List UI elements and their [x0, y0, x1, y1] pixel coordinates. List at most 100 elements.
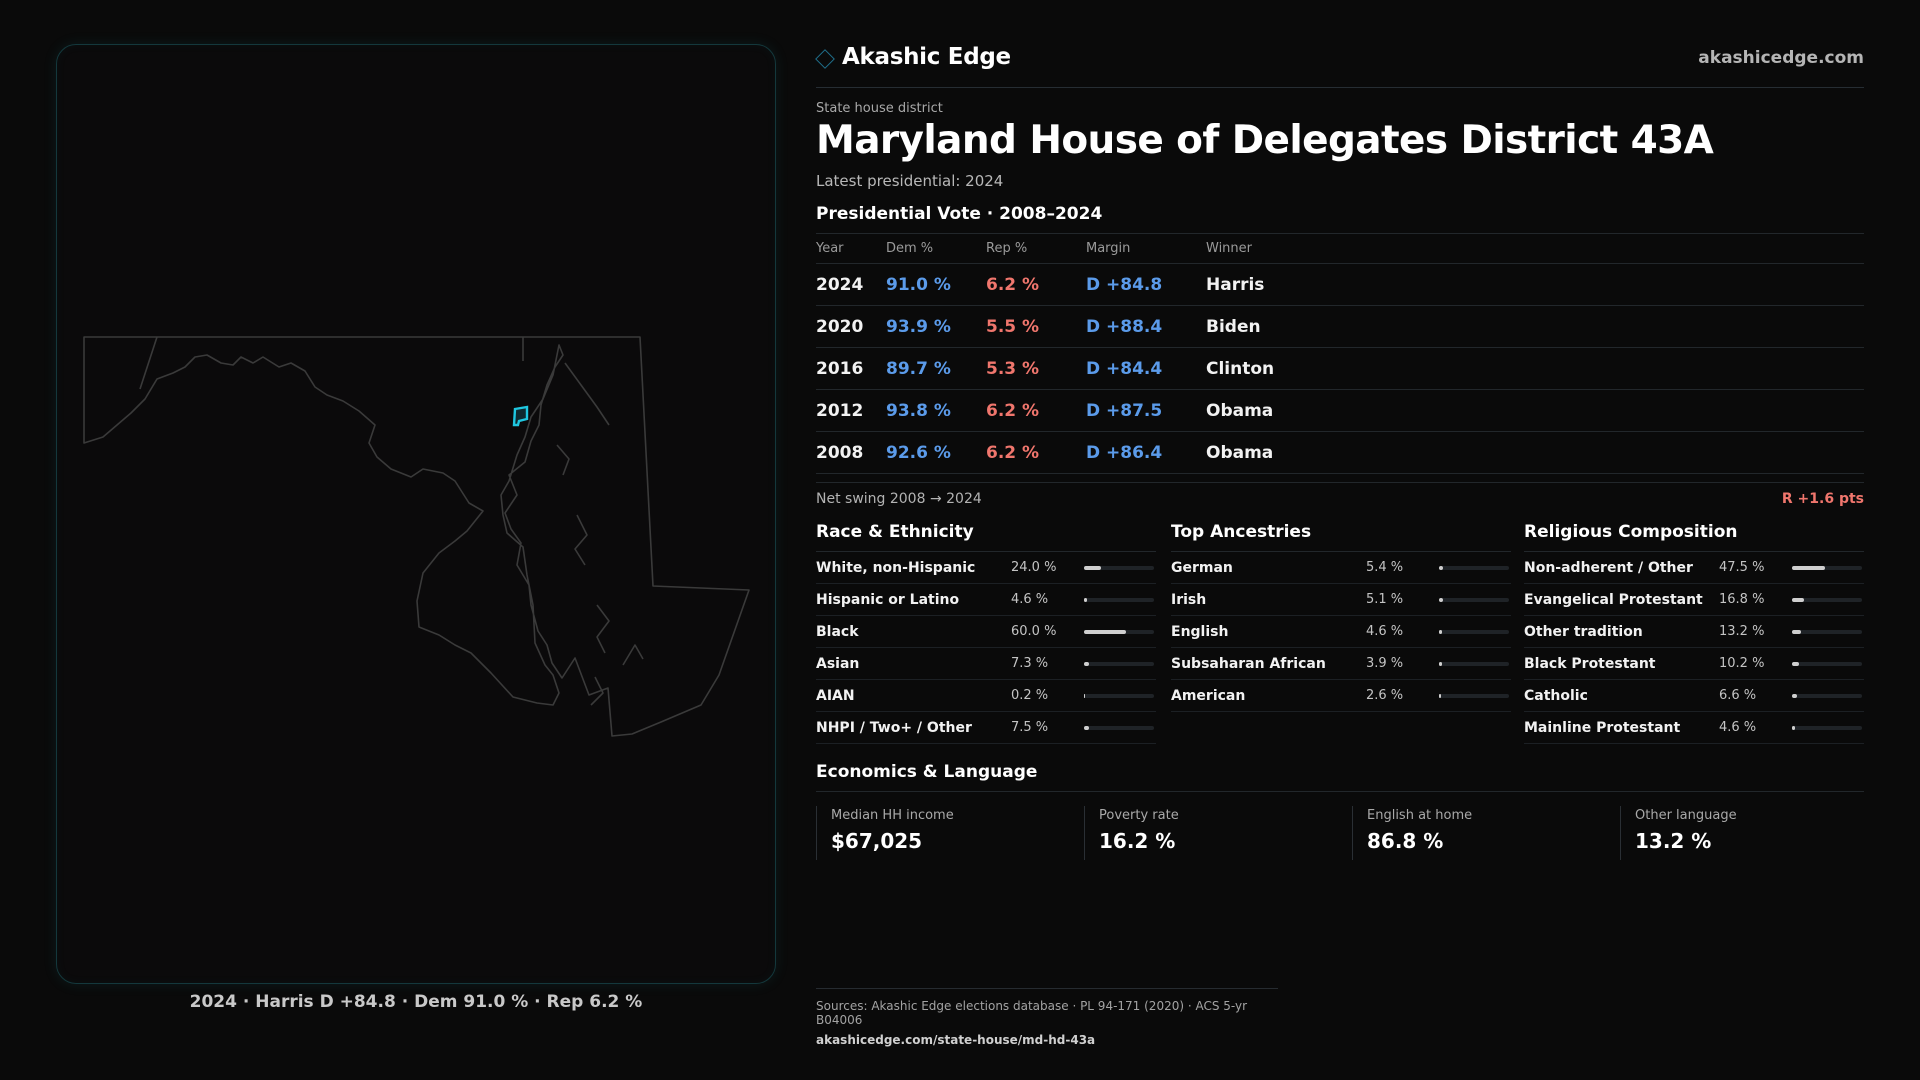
cell-margin: D +88.4 [1086, 317, 1163, 337]
item-pct: 10.2 % [1719, 656, 1765, 671]
item-pct: 16.8 % [1719, 592, 1765, 607]
brand-url-link[interactable]: akashicedge.com [1698, 48, 1864, 68]
item-pct: 4.6 % [1011, 592, 1049, 607]
page-url-link[interactable]: akashicedge.com/state-house/md-hd-43a [816, 1033, 1096, 1047]
stat-label: Poverty rate [1099, 808, 1179, 823]
list-item: NHPI / Two+ / Other 7.5 % [816, 712, 1156, 744]
item-pct: 47.5 % [1719, 560, 1765, 575]
list-item: Hispanic or Latino 4.6 % [816, 584, 1156, 616]
item-bar-track [1439, 662, 1509, 666]
item-bar-track [1792, 726, 1862, 730]
item-bar-track [1792, 662, 1862, 666]
item-bar-track [1439, 694, 1509, 698]
item-bar-track [1084, 726, 1154, 730]
vote-table: Year Dem % Rep % Margin Winner 2024 91.0… [816, 233, 1864, 474]
item-bar-fill [1792, 598, 1804, 602]
econ-stat-income: Median HH income $67,025 [816, 806, 1084, 860]
item-bar-track [1792, 598, 1862, 602]
item-bar-track [1084, 630, 1154, 634]
religion-heading: Religious Composition [1524, 522, 1864, 552]
list-item: Subsaharan African 3.9 % [1171, 648, 1511, 680]
district-type-label: State house district [816, 101, 943, 116]
state-outline [83, 336, 750, 737]
item-bar-fill [1792, 630, 1802, 634]
race-ethnicity-section: Race & Ethnicity White, non-Hispanic 24.… [816, 522, 1156, 744]
cell-margin: D +87.5 [1086, 401, 1163, 421]
item-label: Mainline Protestant [1524, 720, 1681, 736]
table-row: 2008 92.6 % 6.2 % D +86.4 Obama [816, 432, 1864, 474]
stat-value: $67,025 [831, 829, 923, 853]
item-bar-fill [1439, 630, 1443, 634]
item-label: Hispanic or Latino [816, 592, 960, 608]
map-caption: 2024 · Harris D +84.8 · Dem 91.0 % · Rep… [189, 992, 643, 1012]
list-item: Black Protestant 10.2 % [1524, 648, 1864, 680]
item-bar-track [1792, 566, 1862, 570]
econ-stat-english: English at home 86.8 % [1352, 806, 1620, 860]
sources-text: Sources: Akashic Edge elections database… [816, 999, 1248, 1027]
item-bar-track [1084, 662, 1154, 666]
cell-rep: 6.2 % [986, 401, 1040, 421]
cell-margin: D +84.8 [1086, 275, 1163, 295]
net-swing-row: Net swing 2008 → 2024 R +1.6 pts [816, 482, 1864, 507]
item-bar-fill [1439, 598, 1443, 602]
item-label: Black Protestant [1524, 656, 1656, 672]
table-row: 2024 91.0 % 6.2 % D +84.8 Harris [816, 264, 1864, 306]
item-bar-track [1439, 598, 1509, 602]
item-label: English [1171, 624, 1229, 640]
item-label: White, non-Hispanic [816, 560, 976, 576]
diamond-logo-icon [815, 49, 835, 69]
list-item: Evangelical Protestant 16.8 % [1524, 584, 1864, 616]
cell-rep: 6.2 % [986, 443, 1040, 463]
item-pct: 7.3 % [1011, 656, 1049, 671]
item-label: Irish [1171, 592, 1207, 608]
stat-label: Other language [1635, 808, 1737, 823]
cell-margin: D +86.4 [1086, 443, 1163, 463]
religion-section: Religious Composition Non-adherent / Oth… [1524, 522, 1864, 744]
list-item: AIAN 0.2 % [816, 680, 1156, 712]
cell-winner: Obama [1206, 401, 1274, 421]
item-pct: 6.6 % [1719, 688, 1757, 703]
cell-rep: 5.5 % [986, 317, 1040, 337]
map-panel[interactable] [56, 44, 776, 984]
col-header-rep: Rep % [986, 241, 1028, 256]
col-header-margin: Margin [1086, 241, 1131, 256]
cell-dem: 91.0 % [886, 275, 951, 295]
item-bar-track [1792, 630, 1862, 634]
vote-section-heading: Presidential Vote · 2008–2024 [816, 204, 1103, 224]
item-label: Catholic [1524, 688, 1588, 704]
list-item: German 5.4 % [1171, 552, 1511, 584]
item-label: Subsaharan African [1171, 656, 1326, 672]
cell-margin: D +84.4 [1086, 359, 1163, 379]
ancestries-section: Top Ancestries German 5.4 % Irish 5.1 % … [1171, 522, 1511, 712]
item-label: NHPI / Two+ / Other [816, 720, 972, 736]
latest-presidential-label: Latest presidential: 2024 [816, 172, 1004, 190]
table-row: 2012 93.8 % 6.2 % D +87.5 Obama [816, 390, 1864, 432]
item-bar-fill [1792, 726, 1796, 730]
item-bar-track [1084, 694, 1154, 698]
economics-heading: Economics & Language [816, 762, 1864, 792]
cell-year: 2008 [816, 443, 864, 463]
item-bar-track [1439, 630, 1509, 634]
district-highlight[interactable] [512, 405, 529, 427]
list-item: Black 60.0 % [816, 616, 1156, 648]
item-pct: 3.9 % [1366, 656, 1404, 671]
brand-name[interactable]: Akashic Edge [842, 44, 1011, 70]
stat-value: 86.8 % [1367, 829, 1444, 853]
item-bar-fill [1084, 630, 1126, 634]
col-header-year: Year [816, 241, 844, 256]
table-row: 2020 93.9 % 5.5 % D +88.4 Biden [816, 306, 1864, 348]
stat-value: 16.2 % [1099, 829, 1176, 853]
item-bar-fill [1792, 566, 1826, 570]
item-pct: 24.0 % [1011, 560, 1057, 575]
econ-stat-poverty: Poverty rate 16.2 % [1084, 806, 1352, 860]
item-label: Evangelical Protestant [1524, 592, 1703, 608]
list-item: Asian 7.3 % [816, 648, 1156, 680]
item-pct: 7.5 % [1011, 720, 1049, 735]
brand-header: Akashic Edge akashicedge.com [815, 42, 1864, 88]
cell-winner: Clinton [1206, 359, 1275, 379]
item-bar-fill [1439, 662, 1442, 666]
cell-winner: Harris [1206, 275, 1265, 295]
sources-footer: Sources: Akashic Edge elections database… [816, 988, 1278, 1047]
cell-rep: 6.2 % [986, 275, 1040, 295]
item-pct: 2.6 % [1366, 688, 1404, 703]
